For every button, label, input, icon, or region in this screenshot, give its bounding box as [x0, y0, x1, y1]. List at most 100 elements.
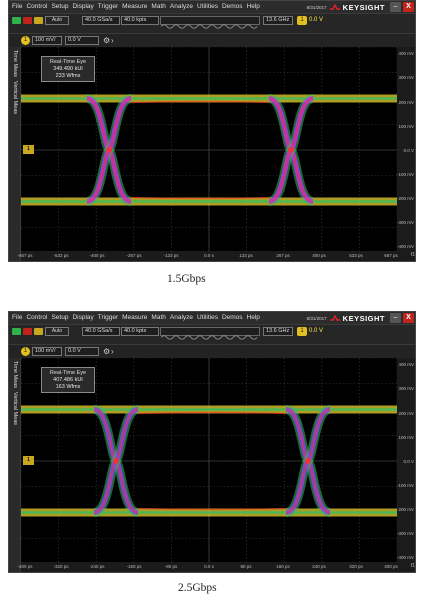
stop-button[interactable] [23, 328, 32, 335]
menu-measure[interactable]: Measure [122, 314, 148, 321]
y-tick: 200 mV [398, 100, 414, 105]
y-tick: 400 mV [398, 362, 414, 367]
waveform-overview[interactable] [160, 327, 260, 340]
channel-menu-icon[interactable]: › [111, 347, 114, 356]
x-tick: -267 ps [126, 253, 142, 258]
acquisition-toolbar: Auto 40.0 GSa/s 40.0 kpts 13.6 GHz 1 0.0… [9, 13, 415, 33]
y-tick: 0.0 V [403, 148, 414, 153]
trigger-level[interactable]: 0.0 V [309, 328, 324, 334]
x-tick: -133 ps [163, 253, 179, 258]
x-tick: 240 ps [312, 564, 326, 569]
tab-time-meas[interactable]: Time Meas [12, 361, 18, 388]
channel-scale-field[interactable]: 100 mV/ [32, 347, 62, 356]
x-axis-end-label: f1 [410, 252, 415, 258]
y-tick: -200 mV [396, 196, 414, 201]
x-tick: 400 ps [312, 253, 326, 258]
real-time-eye-box: Real-Time Eye 349.490 kUI 233 Wfms [41, 56, 95, 82]
menu-demos[interactable]: Demos [221, 3, 243, 10]
menu-setup[interactable]: Setup [51, 314, 69, 321]
channel-scale-field[interactable]: 100 mV/ [32, 36, 62, 45]
waveform-overview[interactable] [160, 16, 260, 29]
graticule [21, 358, 397, 564]
tab-vertical-meas[interactable]: Vertical Meas [12, 392, 18, 426]
x-axis-labels: -667 ps -533 ps -400 ps -267 ps -133 ps … [17, 251, 415, 261]
single-button[interactable] [34, 328, 43, 335]
menu-help[interactable]: Help [246, 314, 260, 321]
eye-isi-trace [137, 507, 287, 511]
eye-box-title: Real-Time Eye [49, 59, 87, 65]
trigger-level[interactable]: 0.0 V [309, 17, 324, 23]
menu-display[interactable]: Display [72, 314, 94, 321]
channel-offset-field[interactable]: 0.0 V [65, 347, 99, 356]
menu-math[interactable]: Math [151, 3, 166, 10]
minimize-icon[interactable]: – [390, 2, 401, 12]
auto-button[interactable]: Auto [45, 327, 69, 336]
eye-top-rail-core [21, 97, 397, 100]
channel-menu-icon[interactable]: › [111, 36, 114, 45]
x-tick: 133 ps [239, 253, 253, 258]
menu-control[interactable]: Control [26, 3, 48, 10]
menu-math[interactable]: Math [151, 314, 166, 321]
bandwidth-field[interactable]: 13.6 GHz [263, 327, 293, 336]
auto-button[interactable]: Auto [45, 16, 69, 25]
brand-area: 8/31/2017 KEYSIGHT [307, 312, 385, 324]
x-tick: -400 ps [17, 564, 33, 569]
tab-time-meas[interactable]: Time Meas [12, 50, 18, 77]
eye-box-wfm-count: 163 Wfms [55, 384, 81, 390]
x-tick: 0.0 s [204, 253, 214, 258]
eye-bottom-rail-core [21, 511, 397, 514]
brand-area: 8/31/2017 KEYSIGHT [307, 1, 385, 13]
sample-rate-field[interactable]: 40.0 GSa/s [82, 327, 120, 336]
menu-trigger[interactable]: Trigger [97, 314, 119, 321]
trigger-marker[interactable]: 1 [23, 456, 34, 465]
run-button[interactable] [12, 17, 21, 24]
sample-rate-field[interactable]: 40.0 GSa/s [82, 16, 120, 25]
eye-isi-trace [130, 100, 270, 104]
channel-settings-icon[interactable]: ⚙ [103, 36, 111, 45]
eye-crossing-point [106, 147, 112, 153]
close-icon[interactable]: X [403, 2, 414, 12]
menu-bar: File Control Setup Display Trigger Measure Mat… [9, 312, 415, 324]
stop-button[interactable] [23, 17, 32, 24]
trigger-source-badge[interactable]: 1 [297, 16, 307, 25]
run-button[interactable] [12, 328, 21, 335]
menu-measure[interactable]: Measure [122, 3, 148, 10]
menu-control[interactable]: Control [26, 314, 48, 321]
minimize-icon[interactable]: – [390, 313, 401, 323]
menu-file[interactable]: File [12, 3, 23, 10]
menu-help[interactable]: Help [246, 3, 260, 10]
trigger-marker[interactable]: 1 [23, 145, 34, 154]
channel-badge[interactable]: 1 [21, 36, 30, 45]
side-tabs: Time Meas Vertical Meas [9, 47, 21, 261]
brand-logo: KEYSIGHT [342, 2, 385, 12]
memory-depth-field[interactable]: 40.0 kpts [121, 16, 159, 25]
menu-display[interactable]: Display [72, 3, 94, 10]
menu-analyze[interactable]: Analyze [169, 3, 193, 10]
menu-demos[interactable]: Demos [221, 314, 243, 321]
channel-offset-field[interactable]: 0.0 V [65, 36, 99, 45]
menu-analyze[interactable]: Analyze [169, 314, 193, 321]
side-tabs: Time Meas Vertical Meas [9, 358, 21, 572]
x-tick: 400 ps [384, 564, 398, 569]
menu-utilities[interactable]: Utilities [197, 314, 218, 321]
menu-trigger[interactable]: Trigger [97, 3, 119, 10]
overview-wave-icon [160, 24, 258, 29]
tab-vertical-meas[interactable]: Vertical Meas [12, 81, 18, 115]
channel-badge[interactable]: 1 [21, 347, 30, 356]
memory-depth-field[interactable]: 40.0 kpts [121, 327, 159, 336]
keysight-wave-icon [329, 4, 340, 10]
menu-file[interactable]: File [12, 314, 23, 321]
x-tick: -400 ps [89, 253, 105, 258]
single-button[interactable] [34, 17, 43, 24]
clock-date: 8/31/2017 [306, 315, 327, 321]
trigger-source-badge[interactable]: 1 [297, 327, 307, 336]
y-axis-labels: 400 mV 300 mV 200 mV 100 mV 0.0 V -100 m… [395, 47, 415, 253]
x-tick: -80 ps [164, 564, 178, 569]
menu-utilities[interactable]: Utilities [197, 3, 218, 10]
close-icon[interactable]: X [403, 313, 414, 323]
menu-setup[interactable]: Setup [51, 3, 69, 10]
eye-box-ui-count: 349.490 kUI [53, 66, 83, 72]
eye-crossing-point [305, 458, 311, 464]
channel-settings-icon[interactable]: ⚙ [103, 347, 111, 356]
bandwidth-field[interactable]: 13.6 GHz [263, 16, 293, 25]
